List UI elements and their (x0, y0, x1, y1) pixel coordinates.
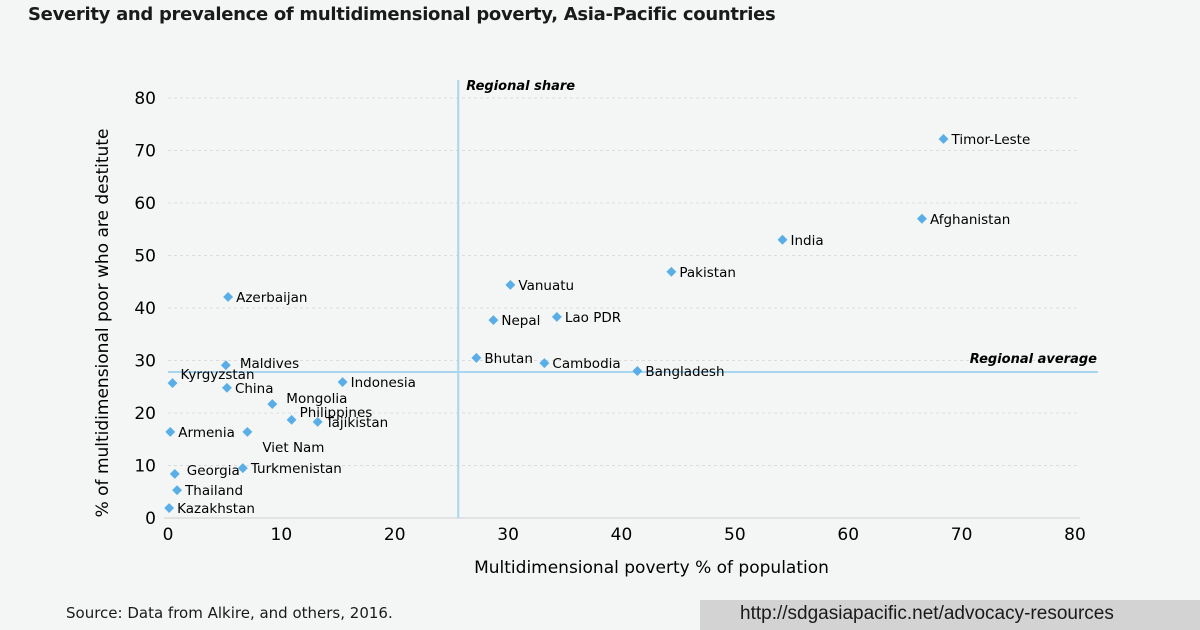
point-label: Armenia (178, 425, 235, 441)
point-label: Vanuatu (518, 278, 574, 294)
y-tick-label: 60 (134, 194, 156, 214)
point-label: Nepal (501, 313, 540, 329)
url-box: http://sdgasiapacific.net/advocacy-resou… (700, 600, 1200, 630)
point-label: Thailand (184, 483, 243, 499)
data-point (242, 426, 253, 437)
data-point (632, 366, 643, 376)
data-point (220, 360, 231, 371)
point-label: Pakistan (679, 265, 736, 281)
source-note: Source: Data from Alkire, and others, 20… (66, 604, 393, 622)
point-label: Kazakhstan (177, 501, 255, 517)
data-point (167, 378, 178, 389)
x-tick-label: 20 (384, 525, 406, 545)
data-point (222, 382, 232, 393)
x-axis-label: Multidimensional poverty % of population (474, 558, 829, 578)
point-label: Azerbaijan (236, 290, 307, 306)
point-label: Viet Nam (262, 440, 324, 456)
x-tick-label: 0 (163, 525, 174, 545)
y-tick-label: 80 (134, 89, 156, 109)
x-tick-label: 50 (724, 525, 746, 545)
data-point (539, 358, 550, 369)
data-point (164, 503, 175, 513)
data-point (551, 311, 562, 322)
point-label: Tajikistan (325, 415, 389, 431)
data-point (312, 416, 323, 427)
data-point (505, 279, 516, 290)
point-label: Kyrgyzstan (181, 367, 255, 383)
data-point (165, 426, 176, 437)
data-point (337, 377, 348, 387)
point-label: Maldives (240, 356, 299, 372)
y-tick-label: 50 (134, 247, 156, 267)
data-point (777, 234, 788, 245)
data-point (267, 399, 278, 410)
data-point (471, 352, 482, 363)
x-tick-label: 30 (497, 525, 519, 545)
y-tick-label: 30 (134, 352, 156, 372)
data-point (169, 468, 180, 479)
url-text: http://sdgasiapacific.net/advocacy-resou… (740, 603, 1114, 624)
x-tick-label: 10 (271, 525, 293, 545)
point-label: India (790, 233, 823, 249)
data-point (666, 266, 677, 277)
x-tick-label: 80 (1064, 525, 1086, 545)
data-point (916, 213, 927, 224)
point-label: Turkmenistan (250, 461, 342, 477)
y-tick-label: 20 (134, 404, 156, 424)
point-label: Cambodia (552, 356, 620, 372)
point-label: Timor-Leste (950, 132, 1030, 148)
data-point (237, 463, 248, 474)
x-tick-label: 40 (611, 525, 633, 545)
y-tick-label: 70 (134, 142, 156, 162)
chart-title: Severity and prevalence of multidimensio… (28, 4, 776, 25)
point-label: Lao PDR (565, 310, 621, 326)
regional-share-label: Regional share (466, 79, 575, 94)
point-label: China (235, 381, 274, 397)
y-tick-label: 0 (145, 509, 156, 529)
data-point (938, 134, 949, 144)
point-label: Bhutan (484, 351, 533, 367)
data-point (286, 414, 297, 425)
point-label: Bangladesh (645, 364, 724, 380)
point-label: Indonesia (351, 375, 416, 391)
y-tick-label: 10 (134, 457, 156, 477)
point-label: Mongolia (286, 391, 347, 407)
regional-average-label: Regional average (970, 352, 1097, 367)
y-axis-label: % of multidimensional poor who are desti… (93, 129, 113, 518)
x-tick-label: 70 (951, 525, 973, 545)
data-point (488, 315, 499, 326)
y-tick-label: 40 (134, 299, 156, 319)
data-point (223, 292, 234, 302)
x-tick-label: 60 (837, 525, 859, 545)
point-label: Afghanistan (930, 212, 1010, 228)
data-point (172, 485, 183, 496)
point-label: Georgia (187, 463, 240, 479)
point-label: Philippines (300, 405, 373, 421)
